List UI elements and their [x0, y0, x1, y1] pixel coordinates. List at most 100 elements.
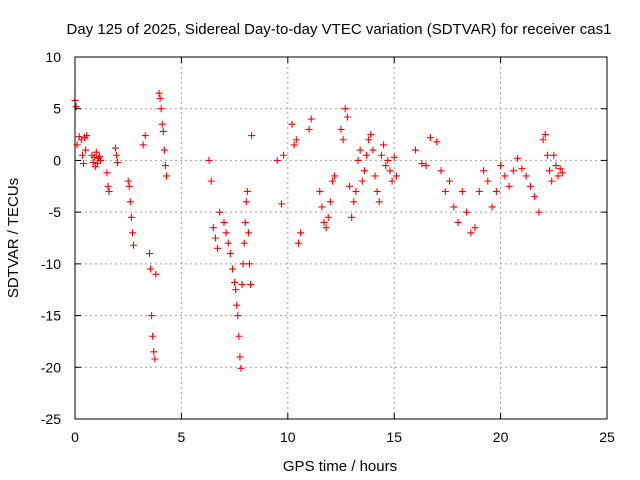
- data-point: [128, 229, 136, 237]
- data-point: [360, 167, 368, 175]
- data-points: [71, 89, 566, 372]
- data-point: [558, 169, 566, 177]
- plot-frame: [74, 56, 608, 420]
- data-point: [236, 353, 244, 361]
- data-point: [228, 265, 236, 273]
- data-point: [207, 177, 215, 185]
- data-point: [346, 182, 354, 190]
- data-point: [475, 187, 483, 195]
- data-point: [130, 241, 138, 249]
- data-point: [322, 224, 330, 232]
- data-point: [343, 113, 351, 121]
- data-point: [358, 177, 366, 185]
- data-point: [531, 193, 539, 201]
- data-point: [326, 198, 334, 206]
- data-point: [103, 169, 111, 177]
- data-point: [316, 187, 324, 195]
- y-tick-label: -5: [49, 204, 62, 220]
- data-point: [541, 131, 549, 139]
- data-point: [437, 167, 445, 175]
- data-point: [441, 187, 449, 195]
- data-point: [318, 203, 326, 211]
- x-tick-label: 25: [599, 429, 615, 445]
- data-point: [292, 136, 300, 144]
- data-point: [240, 239, 248, 247]
- data-point: [328, 177, 336, 185]
- data-point: [497, 162, 505, 170]
- data-point: [552, 162, 560, 170]
- data-point: [80, 160, 88, 168]
- y-tick-label: -15: [41, 308, 61, 324]
- y-tick-label: -25: [41, 411, 61, 427]
- data-point: [211, 234, 219, 242]
- data-point: [392, 172, 400, 180]
- data-point: [324, 213, 332, 221]
- data-point: [382, 162, 390, 170]
- data-point: [543, 151, 551, 159]
- data-point: [214, 244, 222, 252]
- data-point: [373, 187, 381, 195]
- data-point: [363, 151, 371, 159]
- data-point: [159, 127, 167, 135]
- data-point: [539, 136, 547, 144]
- data-point: [147, 265, 155, 273]
- data-point: [149, 332, 157, 340]
- data-point: [280, 151, 288, 159]
- data-point: [248, 132, 256, 140]
- data-point: [550, 151, 558, 159]
- data-point: [93, 160, 101, 168]
- data-point: [535, 208, 543, 216]
- data-point: [161, 162, 169, 170]
- data-point: [480, 167, 488, 175]
- data-point: [158, 120, 166, 128]
- data-point: [290, 141, 298, 149]
- data-point: [89, 158, 97, 166]
- axis-ticks: 0 5 10 15 20 25 10 5 0 -5 -10 -15 -20 -25: [41, 49, 615, 445]
- data-point: [145, 250, 153, 258]
- data-point: [232, 286, 240, 294]
- data-point: [418, 160, 426, 168]
- data-point: [141, 132, 149, 140]
- data-point: [454, 218, 462, 226]
- data-point: [242, 198, 250, 206]
- data-point: [354, 156, 362, 164]
- data-point: [105, 187, 113, 195]
- data-point: [348, 213, 356, 221]
- x-tick-label: 10: [280, 429, 296, 445]
- data-point: [450, 203, 458, 211]
- data-point: [152, 270, 160, 278]
- data-point: [471, 224, 479, 232]
- data-point: [238, 281, 246, 289]
- data-point: [82, 146, 90, 154]
- data-point: [139, 141, 147, 149]
- data-point: [548, 177, 556, 185]
- data-point: [331, 172, 339, 180]
- data-point: [237, 364, 245, 372]
- data-point: [390, 153, 398, 161]
- data-point: [97, 156, 105, 164]
- data-point: [231, 278, 239, 286]
- y-tick-label: -10: [41, 256, 61, 272]
- data-point: [509, 167, 517, 175]
- data-point: [371, 172, 379, 180]
- data-point: [352, 187, 360, 195]
- data-point: [235, 332, 243, 340]
- y-tick-label: 5: [53, 101, 61, 117]
- data-point: [458, 187, 466, 195]
- y-tick-label: 0: [53, 152, 61, 168]
- data-point: [95, 152, 103, 160]
- data-point: [277, 200, 285, 208]
- data-point: [369, 146, 377, 154]
- data-point: [124, 177, 132, 185]
- data-point: [155, 89, 163, 97]
- data-point: [220, 218, 228, 226]
- y-tick-label: -20: [41, 359, 61, 375]
- data-point: [92, 148, 100, 156]
- data-point: [320, 218, 328, 226]
- data-point: [411, 146, 419, 154]
- data-point: [384, 156, 392, 164]
- data-point: [546, 167, 554, 175]
- data-point: [386, 167, 394, 175]
